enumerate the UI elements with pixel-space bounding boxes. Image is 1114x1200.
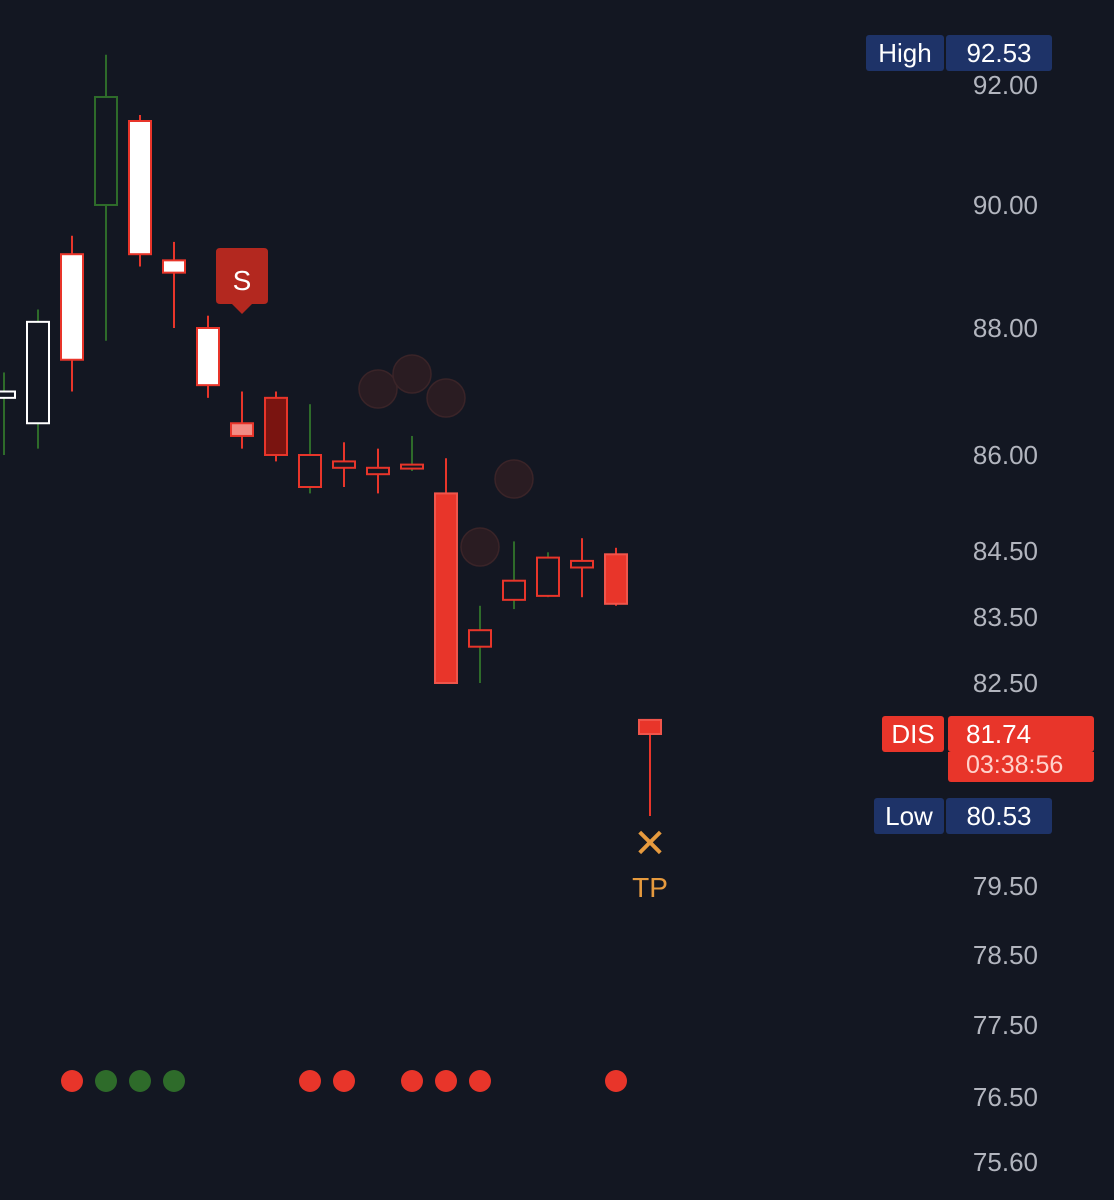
candle-body xyxy=(502,579,526,601)
y-axis-tick-label: 75.60 xyxy=(973,1147,1038,1177)
candle-body xyxy=(94,96,118,206)
low-label: Low xyxy=(874,798,944,834)
indicator-dot xyxy=(605,1070,627,1092)
candle-body xyxy=(468,629,492,648)
y-axis-tick-label: 86.00 xyxy=(973,440,1038,470)
candle-body xyxy=(298,454,322,488)
indicator-dot xyxy=(95,1070,117,1092)
candle-body xyxy=(230,422,254,437)
candle-body xyxy=(604,553,628,605)
take-profit-cross-icon: ✕ xyxy=(633,822,667,866)
ghost-circle xyxy=(494,459,534,499)
low-tag: Low 80.53 xyxy=(874,798,1052,834)
candle-body xyxy=(26,320,50,425)
ticker-label: DIS xyxy=(882,716,944,752)
candle-body xyxy=(264,396,288,457)
ghost-circle xyxy=(392,354,432,394)
candle-body xyxy=(60,253,84,361)
indicator-dots xyxy=(61,1070,627,1092)
y-axis-tick-label: 92.00 xyxy=(973,70,1038,100)
bar-countdown: 03:38:56 xyxy=(948,752,1094,782)
candle-body xyxy=(196,327,220,387)
indicator-dot xyxy=(435,1070,457,1092)
y-axis-tick-label: 90.00 xyxy=(973,190,1038,220)
indicator-dot xyxy=(299,1070,321,1092)
high-tag: High 92.53 xyxy=(866,35,1052,71)
indicator-dot xyxy=(333,1070,355,1092)
indicator-dot xyxy=(129,1070,151,1092)
y-axis-ticks: 92.00 90.00 88.00 86.00 84.50 83.50 82.50 79.50… xyxy=(973,70,1038,1177)
indicator-dot xyxy=(61,1070,83,1092)
sell-signal-badge xyxy=(216,248,268,314)
indicator-dot xyxy=(163,1070,185,1092)
last-price-tag: DIS 81.74 xyxy=(882,716,1094,752)
y-axis-tick-label: 88.00 xyxy=(973,313,1038,343)
y-axis-tick-label: 83.50 xyxy=(973,602,1038,632)
take-profit-label: TP xyxy=(632,872,668,903)
candle-body xyxy=(536,556,560,597)
candle-body xyxy=(162,259,186,274)
y-axis-tick-label: 76.50 xyxy=(973,1082,1038,1112)
candle-bodies xyxy=(0,96,662,736)
low-value: 80.53 xyxy=(946,798,1052,834)
y-axis-tick-label: 77.50 xyxy=(973,1010,1038,1040)
sell-signal-label: S xyxy=(232,265,252,296)
candle-body xyxy=(434,492,458,684)
y-axis-tick-label: 79.50 xyxy=(973,871,1038,901)
high-label: High xyxy=(866,35,944,71)
ghost-circle xyxy=(460,527,500,567)
candle-body xyxy=(400,463,424,470)
candle-body xyxy=(128,120,152,256)
ghost-circles xyxy=(358,354,534,567)
candle-body xyxy=(0,390,16,399)
ghost-circle xyxy=(358,369,398,409)
last-price-value: 81.74 xyxy=(948,716,1094,752)
y-axis-tick-label: 84.50 xyxy=(973,536,1038,566)
y-axis-tick-label: 78.50 xyxy=(973,940,1038,970)
indicator-dot xyxy=(401,1070,423,1092)
candle-body xyxy=(638,718,662,736)
high-value: 92.53 xyxy=(946,35,1052,71)
indicator-dot xyxy=(469,1070,491,1092)
y-axis-tick-label: 82.50 xyxy=(973,668,1038,698)
candle-body xyxy=(332,460,356,469)
candle-body xyxy=(366,466,390,476)
ghost-circle xyxy=(426,378,466,418)
candle-body xyxy=(570,559,594,569)
